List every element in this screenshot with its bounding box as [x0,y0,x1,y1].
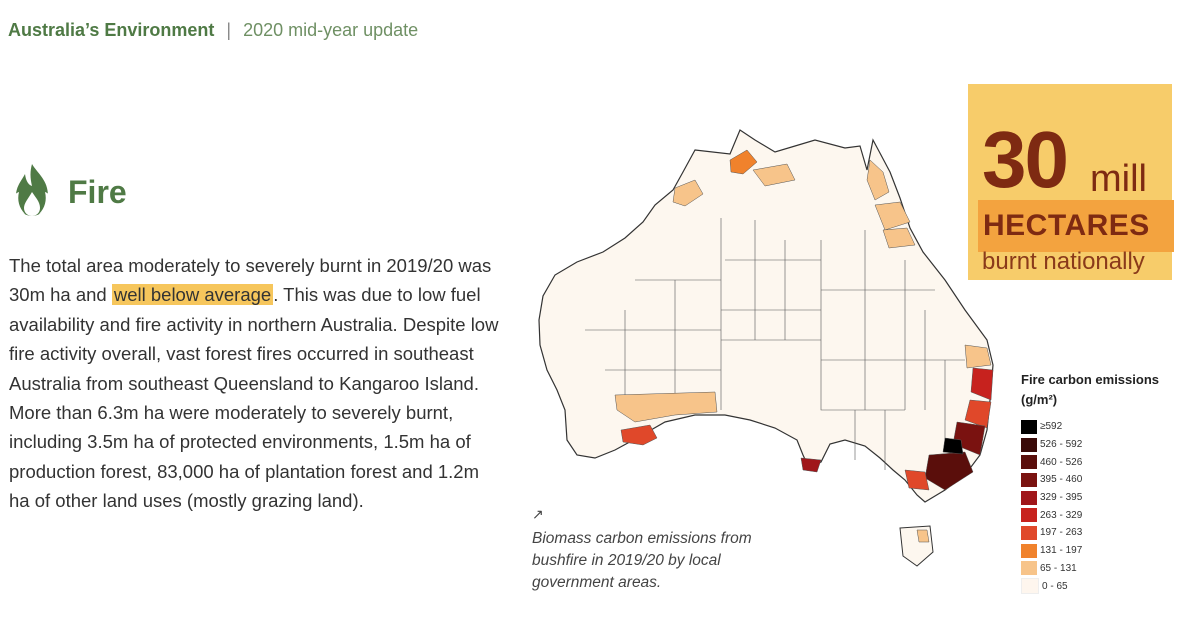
callout-unit: mill [1090,158,1147,200]
legend-swatch [1021,490,1037,505]
legend-label: 0 - 65 [1042,580,1068,592]
legend-label: 197 - 263 [1040,527,1083,539]
legend-swatch [1021,472,1037,487]
legend-item: 526 - 592 [1021,436,1082,454]
callout-label: HECTARES [983,209,1150,242]
legend-swatch [1021,455,1037,470]
callout-label-box [978,200,1174,252]
legend-swatch [1021,437,1037,452]
legend-label: 329 - 395 [1040,492,1083,504]
legend-label: 65 - 131 [1040,562,1077,574]
legend-title-line2: (g/m²) [1021,392,1058,407]
map-caption: Biomass carbon emissions from bushfire i… [532,530,752,591]
body-text-start: The total area moderately to severely bu… [9,255,492,306]
header-subtitle: 2020 mid-year update [243,20,419,40]
callout-number: 30 [982,115,1069,204]
australia-emissions-map [525,110,1025,590]
section-heading: Fire [8,162,127,223]
body-paragraph: The total area moderately to severely bu… [9,251,499,516]
legend-swatch [1021,508,1037,523]
legend-item: 460 - 526 [1021,453,1082,471]
legend-title: Fire carbon emissions (g/m²) [1021,370,1159,410]
callout-sublabel: burnt nationally [982,248,1145,275]
page-header: Australia’s Environment | 2020 mid-year up… [8,20,418,41]
highlight-text: well below average [111,284,274,306]
legend-label: 395 - 460 [1040,474,1083,486]
legend-item: 395 - 460 [1021,471,1082,489]
body-text-end: . This was due to low fuel availability … [9,284,499,512]
legend-item: 65 - 131 [1021,560,1082,578]
brand-title: Australia’s Environment [8,20,215,40]
legend-item: ≥592 [1021,418,1082,436]
legend-item: 329 - 395 [1021,489,1082,507]
legend-swatch [1021,419,1037,434]
legend-item: 197 - 263 [1021,524,1082,542]
legend-item: 131 - 197 [1021,542,1082,560]
legend-title-line1: Fire carbon emissions [1021,372,1159,387]
header-separator: | [226,20,232,40]
legend-swatch [1021,543,1037,558]
legend-label: 263 - 329 [1040,509,1083,521]
section-title: Fire [68,174,127,210]
legend-swatch [1021,525,1037,540]
legend: ≥592 526 - 592 460 - 526 395 - 460 329 - 395… [1021,418,1082,595]
flame-icon [8,162,56,223]
legend-swatch [1021,578,1039,595]
caption-arrow-icon: ↗ [532,506,544,522]
legend-label: 460 - 526 [1040,456,1083,468]
legend-item: 263 - 329 [1021,506,1082,524]
legend-swatch [1021,561,1037,576]
legend-label: 526 - 592 [1040,439,1083,451]
legend-label: ≥592 [1040,421,1063,433]
legend-item: 0 - 65 [1021,577,1082,595]
legend-label: 131 - 197 [1040,545,1083,557]
